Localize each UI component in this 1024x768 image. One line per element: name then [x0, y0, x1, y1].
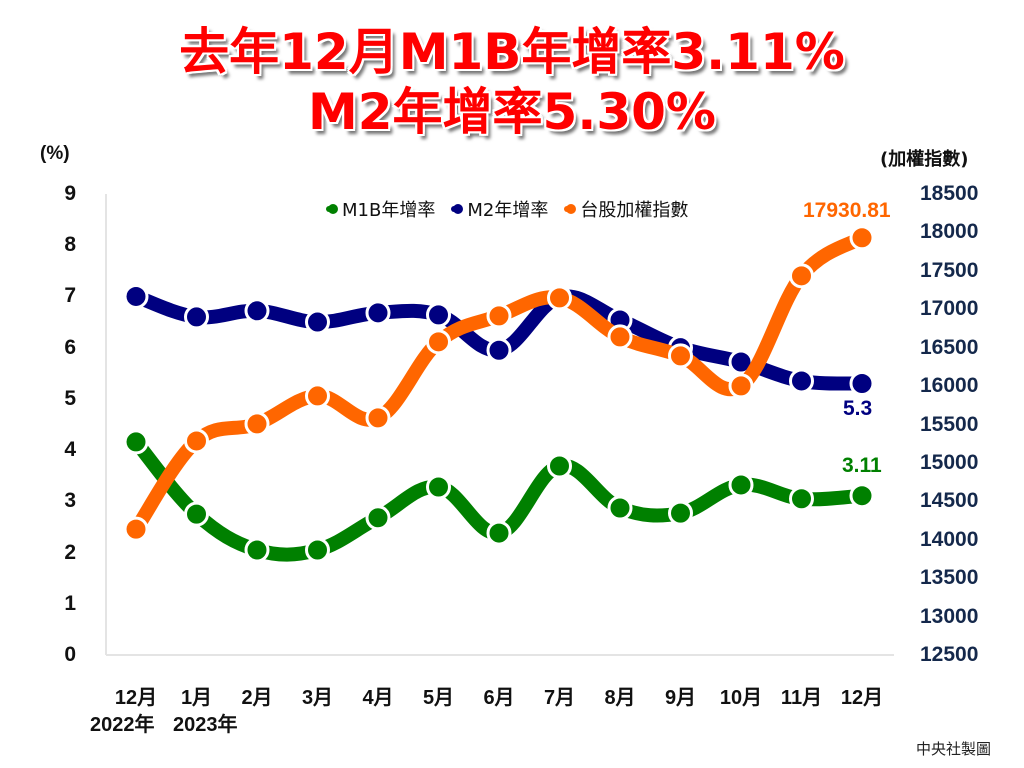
right-y-tick: 17500 [920, 258, 979, 282]
data-point-marker [486, 520, 512, 546]
data-point-marker [849, 483, 875, 509]
left-axis-unit: (%) [40, 143, 70, 164]
data-point-marker [365, 505, 391, 531]
data-point-marker [365, 300, 391, 326]
legend-item-m1b: M1B年增率 [322, 196, 435, 222]
source-credit: 中央社製圖 [916, 740, 992, 758]
data-point-marker [849, 225, 875, 251]
dot-marker-icon [328, 204, 338, 214]
year-label: 2023年 [173, 714, 238, 736]
data-point-marker [184, 304, 209, 330]
m2-last-value-label: 5.3 [843, 397, 873, 420]
data-point-marker [123, 516, 149, 542]
series-M1B年增率 [123, 429, 875, 563]
data-point-marker [244, 537, 270, 563]
x-tick: 2月 [241, 687, 273, 709]
data-point-marker [668, 500, 693, 526]
taiex-last-value-label: 17930.81 [803, 199, 891, 222]
right-y-tick: 16000 [920, 374, 979, 398]
right-y-tick: 14000 [920, 527, 979, 551]
data-point-marker [607, 324, 633, 350]
data-point-marker [426, 474, 451, 500]
left-y-tick: 8 [64, 233, 76, 257]
right-y-tick: 13500 [920, 566, 979, 590]
x-tick: 10月 [719, 687, 763, 709]
left-y-tick: 6 [64, 335, 76, 359]
data-point-marker [365, 405, 391, 431]
x-tick: 11月 [780, 687, 823, 709]
data-point-marker [123, 283, 149, 309]
x-tick: 3月 [301, 687, 334, 709]
right-y-tick: 16500 [920, 335, 979, 359]
right-y-tick: 18500 [920, 182, 979, 205]
data-point-marker [607, 495, 633, 521]
left-y-tick: 2 [64, 540, 76, 564]
right-y-tick: 15500 [920, 412, 979, 436]
x-tick: 5月 [422, 687, 455, 709]
left-y-tick: 4 [64, 438, 76, 462]
data-point-marker [184, 428, 209, 454]
data-point-marker [244, 298, 270, 324]
legend-label: M2年增率 [467, 200, 549, 221]
data-point-marker [244, 411, 270, 437]
data-point-marker [486, 303, 512, 329]
legend: M1B年增率 M2年增率 台股加權指數 [322, 196, 688, 222]
data-point-marker [849, 371, 875, 397]
left-y-tick: 7 [64, 284, 76, 308]
data-point-marker [486, 337, 512, 363]
left-y-tick: 5 [64, 386, 76, 410]
data-point-marker [305, 537, 330, 563]
dot-marker-icon [566, 204, 577, 214]
data-point-marker [426, 302, 451, 328]
left-y-tick: 0 [64, 643, 76, 666]
data-point-marker [728, 472, 754, 498]
legend-label: 台股加權指數 [580, 200, 689, 221]
data-point-marker [789, 368, 814, 394]
x-tick: 8月 [604, 687, 636, 709]
x-tick: 1月 [180, 687, 213, 709]
data-point-marker [789, 486, 814, 512]
data-point-marker [184, 501, 209, 527]
data-point-marker [547, 453, 572, 479]
m1b-last-value-label: 3.11 [842, 454, 882, 477]
left-y-tick: 1 [64, 591, 76, 615]
right-y-tick: 12500 [920, 643, 979, 666]
x-tick: 12月 [840, 687, 884, 709]
x-tick: 4月 [362, 687, 394, 709]
data-point-marker [728, 373, 754, 399]
series-M2年增率 [123, 283, 875, 397]
legend-item-m2: M2年增率 [447, 196, 548, 222]
data-point-marker [668, 343, 693, 369]
chart-title-line-1: 去年12月M1B年增率3.11% [179, 23, 845, 81]
legend-item-taiex: 台股加權指數 [560, 196, 688, 222]
right-y-tick: 13000 [920, 604, 979, 628]
right-y-tick: 15000 [920, 450, 979, 474]
year-label: 2022年 [90, 714, 155, 736]
x-tick: 6月 [483, 687, 515, 709]
data-point-marker [305, 309, 330, 335]
right-axis-unit: (加權指數) [880, 149, 969, 170]
data-point-marker [123, 429, 149, 455]
dot-marker-icon [453, 204, 464, 214]
left-y-tick: 9 [64, 182, 76, 205]
chart-title-line-2: M2年增率5.30% [307, 83, 716, 141]
right-y-tick: 18000 [920, 220, 979, 244]
series-台股加權指數 [123, 225, 875, 542]
data-point-marker [547, 285, 572, 311]
x-tick: 7月 [543, 687, 576, 709]
data-point-marker [426, 329, 451, 355]
legend-label: M1B年增率 [342, 200, 436, 221]
right-y-tick: 14500 [920, 489, 979, 513]
x-tick: 9月 [664, 687, 697, 709]
right-y-tick: 17000 [920, 297, 979, 321]
data-point-marker [789, 263, 814, 289]
x-tick: 12月 [114, 687, 158, 709]
left-y-tick: 3 [64, 489, 76, 513]
data-point-marker [305, 383, 330, 409]
